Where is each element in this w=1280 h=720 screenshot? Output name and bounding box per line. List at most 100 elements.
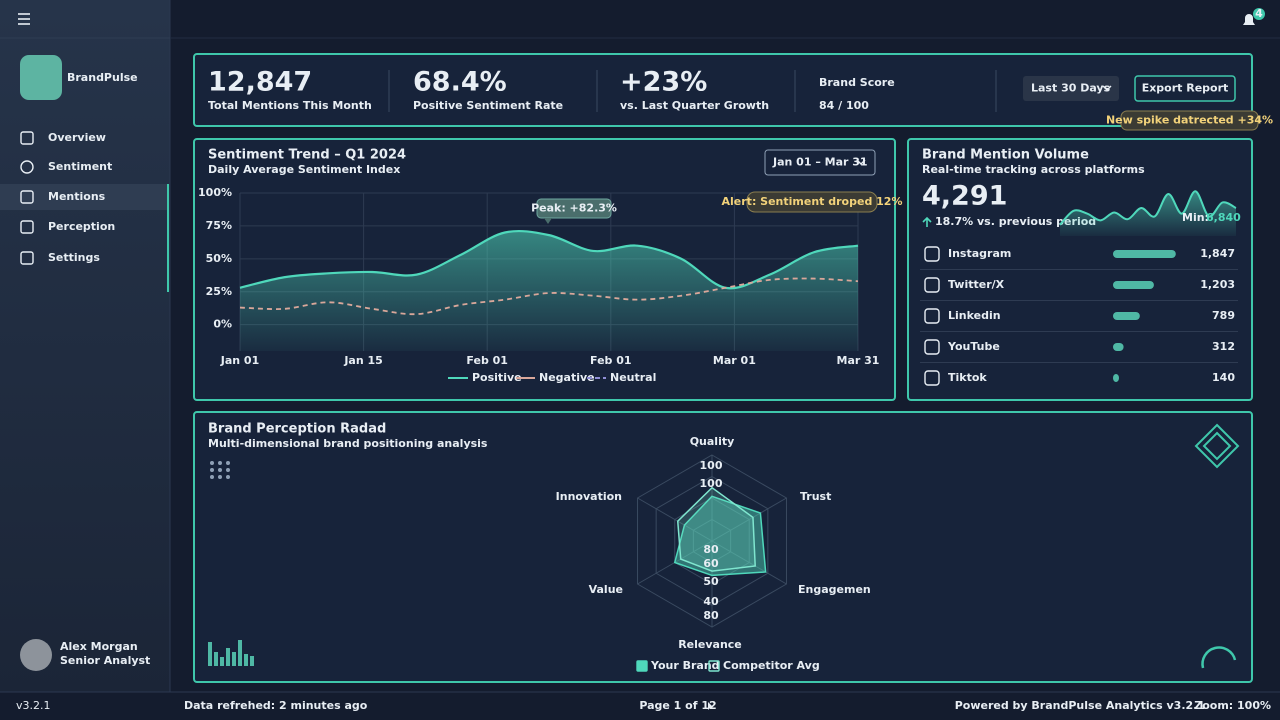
trend-range-dropdown[interactable] (764, 149, 876, 176)
trend-line (239, 229, 859, 290)
radar-axis-label: Trust (800, 490, 831, 503)
dot-grid (210, 475, 214, 479)
nav-item[interactable]: Settings (48, 251, 100, 264)
dot-grid (226, 468, 230, 472)
up-arrow (922, 216, 932, 227)
legend-label: Positive (472, 371, 522, 384)
platform-icon (924, 370, 940, 386)
notification-count: 4 (1255, 7, 1263, 20)
y-tick-label: 25% (206, 285, 232, 298)
deco-bar (238, 640, 242, 666)
kpi-value: 12,847 (208, 67, 312, 98)
radar-scale-label: 100 (700, 459, 723, 472)
x-tick-label: Feb 01 (590, 354, 632, 367)
alert-label: Alert: Sentiment droped 12% (722, 195, 903, 208)
platform-icon (924, 339, 940, 355)
platform-bar (1113, 312, 1140, 320)
platform-icon (924, 277, 940, 293)
platform-bar (1113, 281, 1154, 289)
x-tick-label: Jan 01 (220, 354, 259, 367)
brand-logo (20, 55, 62, 100)
platform-icon (924, 246, 940, 262)
radar-scale-label: 80 (703, 609, 719, 622)
radar-scale-label: 100 (700, 477, 723, 490)
platform-name: YouTube (947, 340, 1000, 353)
deco-bar (250, 656, 254, 666)
y-tick-label: 100% (198, 186, 232, 199)
range-dropdown[interactable] (1023, 76, 1119, 101)
range-label: Last 30 Days (1031, 82, 1111, 95)
user-role: Senior Analyst (60, 654, 150, 667)
alert-callout (746, 191, 878, 213)
platform-bar (1113, 374, 1119, 382)
nav-item[interactable]: Overview (48, 131, 106, 144)
volume-change: 18.7% vs. previous period (935, 215, 1096, 228)
toast-text: New spike datrected +34% (1106, 114, 1273, 127)
deco-diamond (1194, 423, 1240, 469)
nav-item[interactable]: Sentiment (48, 160, 112, 173)
kpi-value: Brand Score (819, 76, 895, 89)
radar-series (673, 495, 767, 577)
peak-label: Peak: +82.3% (531, 202, 617, 215)
radar-scale-label: 50 (703, 575, 719, 588)
nav-icon (20, 190, 34, 204)
platform-name: Tiktok (948, 371, 987, 384)
deco-bar (244, 654, 248, 666)
platform-count: 1,203 (1200, 278, 1235, 291)
radar-axis-label: Innovation (556, 490, 622, 503)
radar-axis-label: Engagemen (798, 583, 871, 596)
radar-axis-label: Quality (690, 435, 735, 448)
nav-item[interactable]: Mentions (48, 190, 106, 203)
dot-grid (218, 475, 222, 479)
volume-total: 4,291 (922, 181, 1007, 212)
platform-count: 140 (1212, 371, 1235, 384)
legend-label: Competitor Avg (723, 659, 820, 672)
export-button[interactable] (1134, 75, 1236, 102)
sparkline (1059, 190, 1237, 226)
sidebar (0, 0, 170, 692)
deco-arc (1201, 646, 1237, 669)
x-tick-label: Mar 31 (837, 354, 880, 367)
x-tick-label: Feb 01 (466, 354, 508, 367)
notification-badge (1253, 8, 1265, 20)
radar-spoke (711, 540, 787, 585)
platform-count: 789 (1212, 309, 1235, 322)
trend-subtitle: Daily Average Sentiment Index (208, 163, 400, 176)
radar-title: Brand Perception Radad (208, 422, 386, 437)
user-name: Alex Morgan (60, 640, 138, 653)
radar-scale-label: 80 (703, 543, 719, 556)
chevron (1102, 85, 1112, 91)
user-avatar (20, 639, 52, 671)
next-page[interactable] (708, 702, 712, 710)
platform-count: 312 (1212, 340, 1235, 353)
nav-active-bg (0, 184, 168, 210)
dot-grid (226, 475, 230, 479)
kpi-label: 84 / 100 (819, 99, 869, 112)
platform-name: Twitter/X (948, 278, 1005, 291)
nav-icon (20, 220, 34, 234)
notification-bell[interactable] (1243, 14, 1255, 25)
radar-series (676, 486, 756, 572)
nav-icon (20, 160, 34, 174)
radar-spoke (711, 497, 787, 542)
volume-subtitle: Real-time tracking across platforms (922, 163, 1145, 176)
platform-name: Linkedin (948, 309, 1001, 322)
radar-scale-label: 40 (703, 595, 719, 608)
nav-icon (20, 251, 34, 265)
kpi-panel (193, 53, 1253, 127)
kpi-value: +23% (620, 67, 707, 98)
dot-grid (218, 461, 222, 465)
kpi-label: vs. Last Quarter Growth (620, 99, 769, 112)
dot-grid (210, 468, 214, 472)
platform-icon (924, 308, 940, 324)
toast (1120, 110, 1259, 131)
dot-grid (226, 461, 230, 465)
trend-title: Sentiment Trend – Q1 2024 (208, 148, 406, 163)
zoom-level: Zoom: 100% (1194, 699, 1271, 712)
dot-grid (210, 461, 214, 465)
positive-area (240, 231, 858, 351)
nav-item[interactable]: Perception (48, 220, 115, 233)
trend-line (239, 277, 859, 316)
legend-label: Your Brand (650, 659, 720, 672)
